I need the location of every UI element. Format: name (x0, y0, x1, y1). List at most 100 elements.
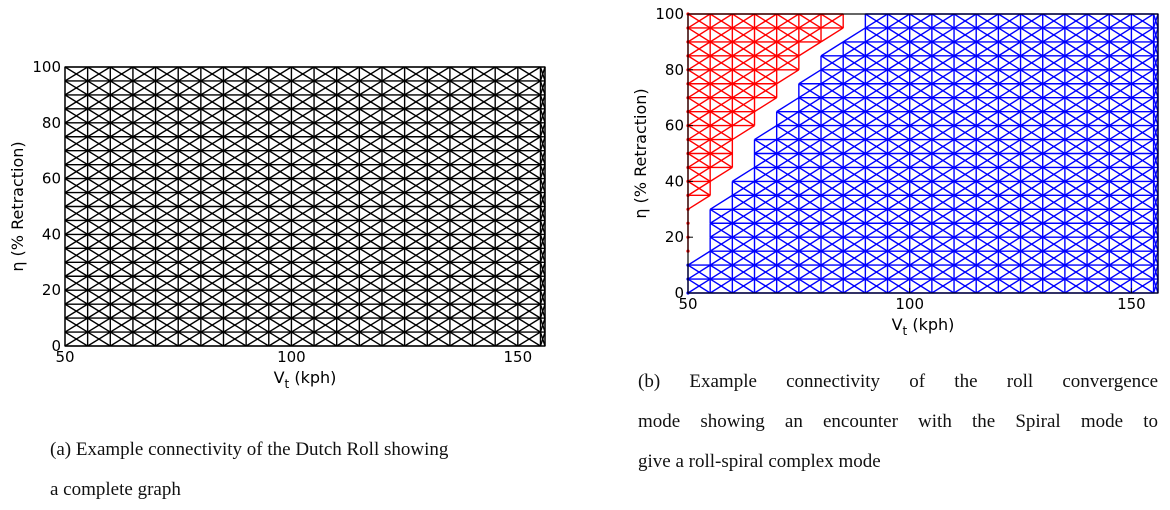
graph-edge (842, 152, 866, 169)
graph-edge (975, 27, 999, 43)
graph-edge (132, 108, 156, 124)
graph-edge (1152, 41, 1159, 57)
graph-edge (291, 136, 315, 152)
graph-edge (909, 180, 933, 196)
graph-edge (975, 236, 999, 252)
graph-edge (539, 206, 546, 221)
graph-edge (864, 278, 888, 294)
graph-edge (909, 222, 933, 238)
graph-edge (887, 125, 911, 141)
graph-edge (776, 97, 800, 113)
graph-edge (776, 69, 800, 85)
graph-edge (1042, 208, 1066, 224)
graph-edge (798, 111, 822, 127)
graph-edge (472, 122, 496, 138)
graph-edge (1020, 13, 1044, 29)
graph-edge (336, 303, 360, 319)
graph-edge (358, 233, 383, 249)
graph-edge (268, 261, 292, 277)
graph-edge (1020, 125, 1044, 141)
graph-edge (404, 94, 428, 110)
graph-edge (842, 166, 866, 182)
graph-edge (776, 125, 800, 141)
graph-edge (1042, 83, 1066, 99)
graph-edge (245, 261, 270, 277)
graph-edge (200, 191, 224, 208)
graph-edge (998, 83, 1021, 99)
graph-edge (449, 94, 473, 110)
graph-edge (1020, 208, 1044, 224)
graph-edge (404, 317, 428, 333)
graph-edge (1086, 83, 1110, 99)
graph-edge (1042, 180, 1066, 196)
graph-edge (155, 178, 179, 194)
graph-edge (517, 122, 541, 138)
graph-edge (731, 264, 755, 280)
graph-edge (155, 275, 179, 291)
graph-edge (87, 94, 111, 110)
graph-edge (494, 191, 519, 208)
graph-edge (358, 66, 383, 82)
graph-edge (887, 222, 911, 238)
graph-edge (494, 108, 519, 124)
caption-a-line-1: (a) Example connectivity of the Dutch Ro… (50, 439, 449, 460)
graph-edge (381, 178, 405, 194)
graph-edge (200, 178, 224, 194)
y-tick-label: 100 (655, 5, 684, 23)
graph-edge (404, 66, 428, 82)
graph-edge (864, 41, 888, 57)
graph-edge (1020, 278, 1044, 294)
graph-edge (223, 108, 247, 124)
graph-edge (200, 219, 224, 235)
graph-edge (132, 303, 156, 319)
caption-a-line-2: a complete graph (50, 479, 181, 500)
graph-edge (1086, 236, 1110, 252)
graph-edge (953, 125, 977, 141)
graph-edge (953, 138, 977, 155)
graph-edge (953, 152, 977, 169)
graph-edge (245, 317, 270, 333)
graph-edge (975, 166, 999, 182)
graph-edge (177, 303, 202, 319)
graph-edge (449, 261, 473, 277)
graph-edge (709, 13, 733, 29)
graph-edge (909, 27, 933, 43)
graph-edge (820, 278, 844, 294)
graph-edge (472, 191, 496, 208)
graph-edge (449, 331, 473, 347)
graph-edge (1152, 209, 1159, 224)
graph-edge (1108, 111, 1132, 127)
graph-edge (1131, 13, 1154, 29)
graph-edge (1086, 13, 1110, 29)
graph-edge (87, 191, 111, 208)
graph-edge (381, 247, 405, 263)
graph-edge (268, 205, 292, 222)
graph-edge (776, 278, 800, 294)
caption-b-line-1: (b) Example connectivity of the roll con… (638, 371, 1158, 392)
graph-edge (358, 247, 383, 263)
graph-edge (1020, 180, 1044, 196)
graph-edge (1020, 69, 1044, 85)
y-tick-label: 60 (665, 117, 684, 135)
graph-edge (358, 150, 383, 166)
graph-edge (1020, 97, 1044, 113)
graph-edge (87, 331, 111, 347)
graph-edge (313, 108, 338, 124)
graph-edge (449, 219, 473, 235)
caption-b: (b) Example connectivity of the roll con… (638, 362, 1158, 482)
graph-edge (291, 108, 315, 124)
graph-edge (291, 150, 315, 166)
graph-edge (820, 55, 844, 71)
graph-edge (687, 166, 711, 182)
graph-edge (975, 278, 999, 294)
graph-edge (687, 97, 711, 113)
graph-edge (472, 331, 496, 347)
graph-edge (1108, 278, 1132, 294)
graph-edge (517, 108, 541, 124)
graph-edge (200, 261, 224, 277)
graph-edge (291, 331, 315, 347)
graph-edge (931, 236, 955, 252)
graph-edge (931, 208, 955, 224)
x-axis-label: Vt (kph) (892, 315, 955, 338)
graph-edge (517, 136, 541, 152)
